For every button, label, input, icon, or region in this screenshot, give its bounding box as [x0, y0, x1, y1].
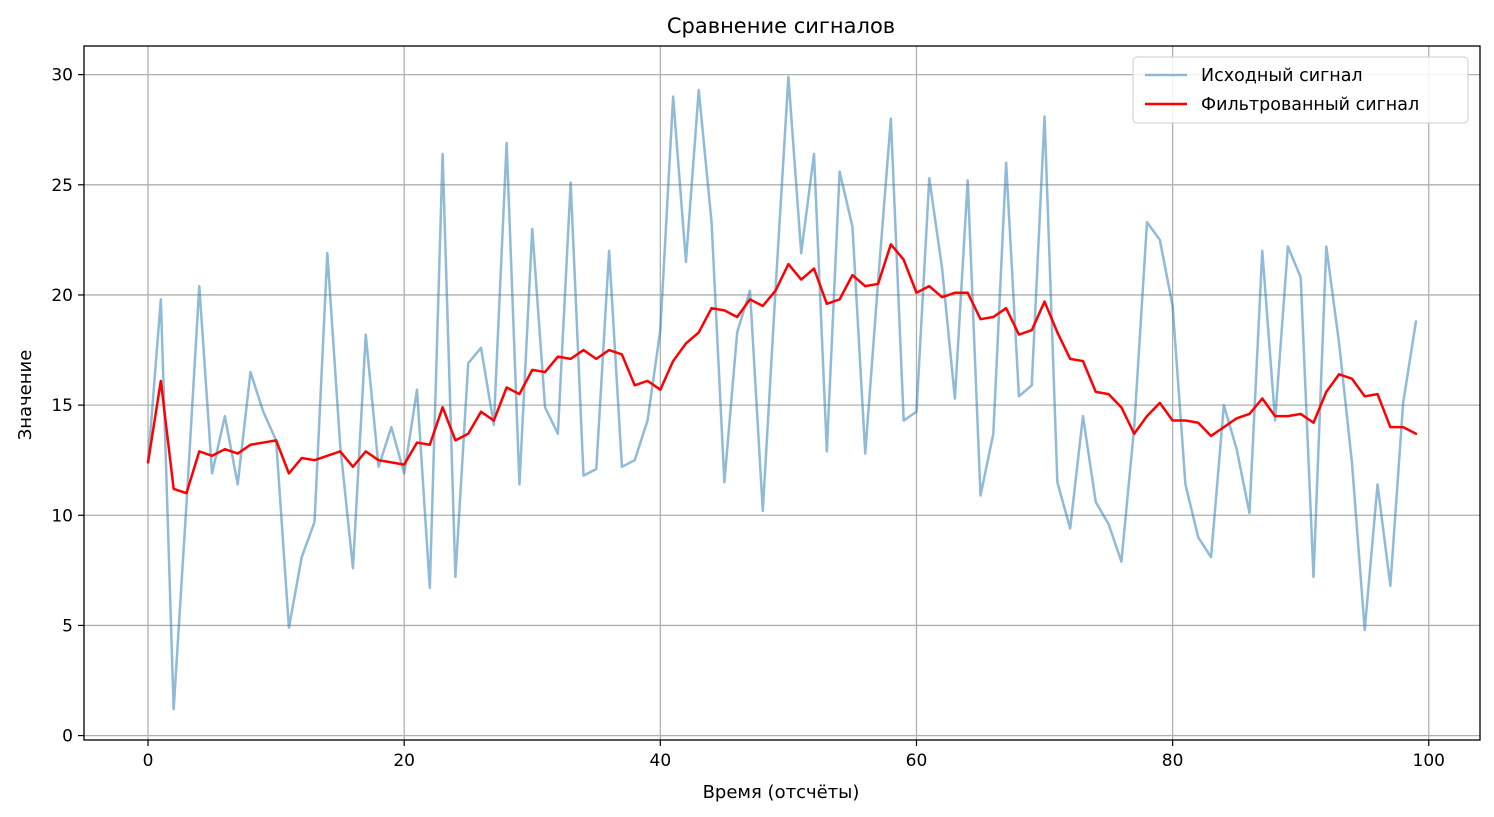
y-tick-label: 10 [51, 506, 73, 526]
x-tick-label: 80 [1162, 751, 1184, 771]
legend-label-original: Исходный сигнал [1201, 66, 1363, 86]
y-tick-label: 25 [51, 176, 73, 196]
y-tick-label: 20 [51, 286, 73, 306]
grid [84, 46, 1480, 740]
legend-box [1132, 56, 1469, 124]
series-line-original [146, 75, 1418, 711]
y-tick-label: 30 [51, 66, 73, 86]
plot-frame [83, 45, 1481, 741]
legend: Исходный сигнал Фильтрованный сигнал [1132, 56, 1469, 124]
series-line-filtered [146, 243, 1418, 495]
y-tick-label: 0 [62, 727, 73, 747]
x-tick-label: 0 [143, 751, 154, 771]
axis-ticks: 0 20 40 60 80 100 0 5 10 15 20 25 30 [51, 66, 1445, 771]
x-axis-label: Время (отсчёты) [703, 782, 860, 803]
chart-title: Сравнение сигналов [667, 14, 895, 38]
legend-label-filtered: Фильтрованный сигнал [1201, 95, 1419, 115]
y-tick-label: 15 [51, 396, 73, 416]
x-tick-label: 60 [906, 751, 928, 771]
x-tick-label: 40 [650, 751, 672, 771]
y-axis-label: Значение [15, 350, 36, 441]
x-tick-label: 100 [1413, 751, 1445, 771]
series-lines [146, 75, 1418, 711]
y-tick-label: 5 [62, 616, 73, 636]
x-tick-label: 20 [393, 751, 415, 771]
